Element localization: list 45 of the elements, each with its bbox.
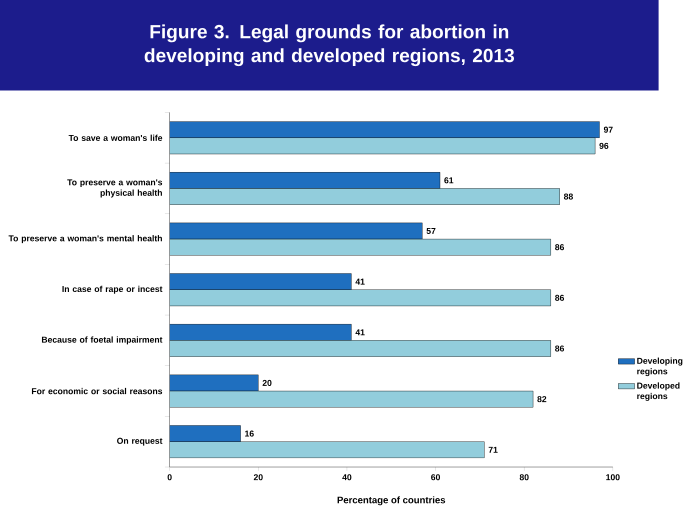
data-label: 97 <box>604 126 613 133</box>
data-label: 86 <box>555 346 564 352</box>
y-tick-label: To preserve a woman's mental health <box>8 235 162 244</box>
x-tick-label: 0 <box>168 474 172 480</box>
bar <box>170 390 534 408</box>
bar <box>170 324 352 341</box>
data-label: 16 <box>245 430 254 437</box>
data-label: 96 <box>599 142 608 149</box>
bar <box>170 222 422 240</box>
data-label: 20 <box>262 380 272 386</box>
x-tick-label: 20 <box>254 474 263 480</box>
y-tick-label: Because of foetal impairment <box>42 336 162 344</box>
x-axis-title: Percentage of countries <box>338 496 446 506</box>
x-tick-label: 100 <box>606 474 620 480</box>
bar <box>170 273 352 290</box>
bar <box>170 172 440 189</box>
data-label: 41 <box>356 329 365 336</box>
data-label: 71 <box>488 446 498 453</box>
bar <box>170 290 551 306</box>
y-tick-label: To preserve a woman's physical health <box>67 179 162 198</box>
x-tick-label: 60 <box>431 474 440 480</box>
data-label: 57 <box>426 228 436 234</box>
x-tick-label: 40 <box>342 474 352 480</box>
bar <box>170 238 551 256</box>
x-tick-label: 80 <box>520 474 529 480</box>
legend-label: Developing regions <box>637 358 682 376</box>
data-label: 61 <box>444 177 454 184</box>
y-tick-label: On request <box>117 438 162 446</box>
data-label: 86 <box>555 294 564 301</box>
y-tick-label: To save a woman's life <box>68 134 162 141</box>
legend-label: Developed regions <box>637 382 680 401</box>
data-label: 82 <box>537 396 546 402</box>
bar <box>170 374 258 392</box>
bar <box>170 442 485 458</box>
y-tick-label: For economic or social reasons <box>32 388 162 394</box>
bar <box>170 340 551 357</box>
bar <box>170 188 560 205</box>
data-label: 41 <box>356 278 365 285</box>
data-label: 88 <box>564 194 573 200</box>
bar <box>170 425 241 442</box>
y-tick-label: In case of rape or incest <box>62 286 162 294</box>
data-label: 86 <box>555 244 564 250</box>
chart-title: Figure 3. Legal grounds for abortion in developing and developed regions, 2013 <box>144 24 514 66</box>
bar <box>170 121 600 138</box>
bar <box>170 138 596 154</box>
